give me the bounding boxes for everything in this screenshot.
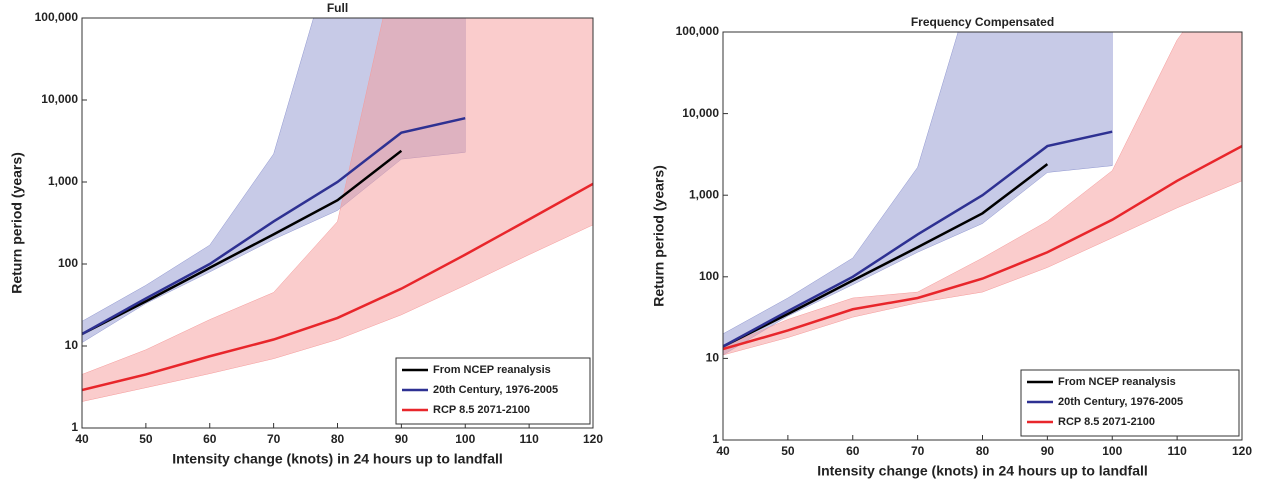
- y-tick-label: 10,000: [682, 106, 719, 120]
- series-line: [723, 144, 1242, 351]
- x-tick-label: 60: [846, 444, 860, 458]
- x-axis-label: Intensity change (knots) in 24 hours up …: [817, 463, 1148, 479]
- x-tick-label: 80: [976, 444, 990, 458]
- legend-label: RCP 8.5 2071-2100: [1058, 416, 1155, 428]
- y-axis-label: Return period (years): [9, 152, 25, 294]
- y-tick-label: 1: [712, 432, 719, 446]
- y-tick-label: 100,000: [35, 10, 79, 24]
- y-tick-label: 10: [706, 351, 720, 365]
- confidence-band: [723, 32, 1242, 356]
- x-tick-label: 40: [75, 432, 89, 446]
- x-tick-label: 60: [203, 432, 217, 446]
- series-line: [723, 163, 1049, 348]
- confidence-band: [723, 32, 1113, 356]
- chart-title: Full: [327, 1, 348, 15]
- series-line: [723, 130, 1113, 348]
- y-tick-label: 10: [65, 338, 79, 352]
- y-tick-label: 1,000: [48, 174, 78, 188]
- x-tick-label: 50: [781, 444, 795, 458]
- x-tick-label: 80: [331, 432, 345, 446]
- x-tick-label: 90: [395, 432, 409, 446]
- x-tick-label: 110: [519, 432, 539, 446]
- y-tick-label: 100,000: [676, 24, 720, 38]
- chart-title: Frequency Compensated: [911, 15, 1054, 29]
- legend-label: RCP 8.5 2071-2100: [433, 404, 530, 416]
- legend-label: 20th Century, 1976-2005: [433, 384, 558, 396]
- y-tick-label: 100: [699, 269, 719, 283]
- series-line: [82, 116, 466, 336]
- x-tick-label: 120: [583, 432, 603, 446]
- series-line: [82, 182, 593, 392]
- confidence-band: [82, 18, 593, 402]
- x-tick-label: 100: [455, 432, 475, 446]
- x-tick-label: 120: [1232, 444, 1252, 458]
- x-tick-label: 100: [1102, 444, 1122, 458]
- x-tick-label: 40: [716, 444, 730, 458]
- x-tick-label: 110: [1167, 444, 1187, 458]
- y-tick-label: 1: [71, 420, 78, 434]
- y-tick-label: 100: [58, 256, 78, 270]
- y-tick-label: 1,000: [689, 187, 719, 201]
- x-tick-label: 70: [267, 432, 281, 446]
- x-tick-label: 90: [1041, 444, 1055, 458]
- x-tick-label: 70: [911, 444, 925, 458]
- legend-box: [1020, 369, 1240, 437]
- x-axis-label: Intensity change (knots) in 24 hours up …: [172, 451, 503, 467]
- legend-label: From NCEP reanalysis: [1058, 376, 1176, 388]
- y-tick-label: 10,000: [41, 92, 78, 106]
- legend-box: [395, 357, 591, 425]
- y-axis-label: Return period (years): [651, 165, 667, 307]
- legend-label: 20th Century, 1976-2005: [1058, 396, 1183, 408]
- x-tick-label: 50: [139, 432, 153, 446]
- series-line: [82, 149, 403, 336]
- legend-label: From NCEP reanalysis: [433, 364, 551, 376]
